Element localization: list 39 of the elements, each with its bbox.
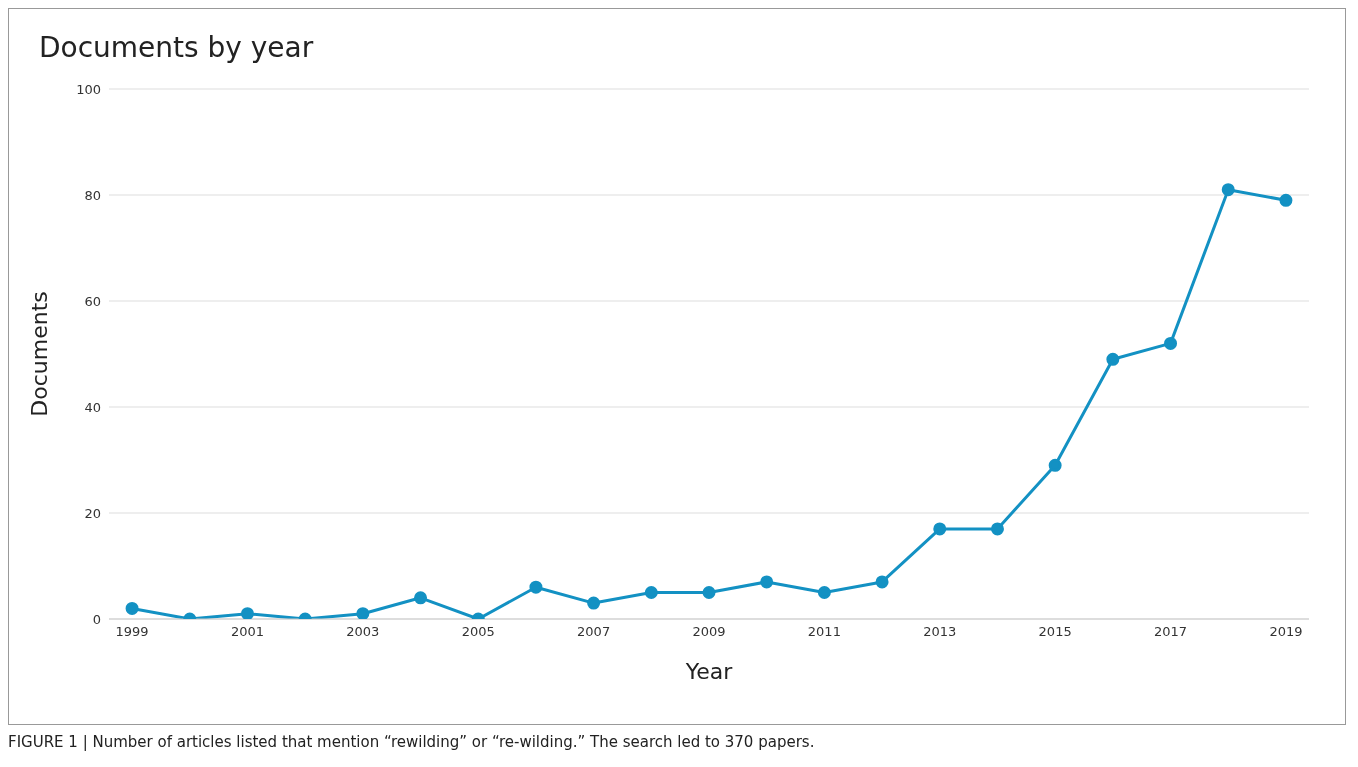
point [817,586,831,599]
point [587,596,601,610]
point [933,522,947,536]
chart-title: Documents by year [39,31,314,64]
y-tick-label: 80 [84,187,101,203]
x-tick-label: 2009 [692,624,726,640]
point [1106,352,1120,366]
point [1221,183,1235,197]
point [414,591,428,605]
x-tick-label: 2015 [1038,624,1072,640]
y-tick-label: 100 [76,81,101,97]
point [990,522,1004,536]
point [1048,458,1062,472]
point [644,586,658,599]
point [702,586,716,599]
x-tick-label: 2013 [923,624,957,640]
y-tick-label: 40 [84,399,101,415]
point [356,607,370,619]
caption: FIGURE 1 | Number of articles listed that mention “rewilding” or “re-wilding.” The search led to 370 papers. [8,733,816,751]
x-tick-label: 2007 [577,624,611,640]
x-tick-label: 2019 [1269,624,1303,640]
point [1279,193,1293,207]
y-tick-label: 20 [84,505,101,521]
point [125,601,139,615]
point [529,580,543,594]
point [760,575,774,589]
x-tick-label: 2017 [1153,624,1188,640]
y-axis-title: Documents [26,291,52,417]
x-tick-label: 2011 [807,624,841,640]
point [1164,336,1178,350]
point [240,607,254,619]
x-axis-title: Year [684,659,734,684]
y-tick-label: 0 [92,611,101,627]
x-tick-label: 1999 [115,624,149,640]
x-tick-label: 2003 [346,624,380,640]
x-tick-label: 2005 [461,624,495,640]
y-tick-label: 60 [84,293,101,309]
point [875,575,889,589]
x-tick-label: 2001 [230,624,265,640]
